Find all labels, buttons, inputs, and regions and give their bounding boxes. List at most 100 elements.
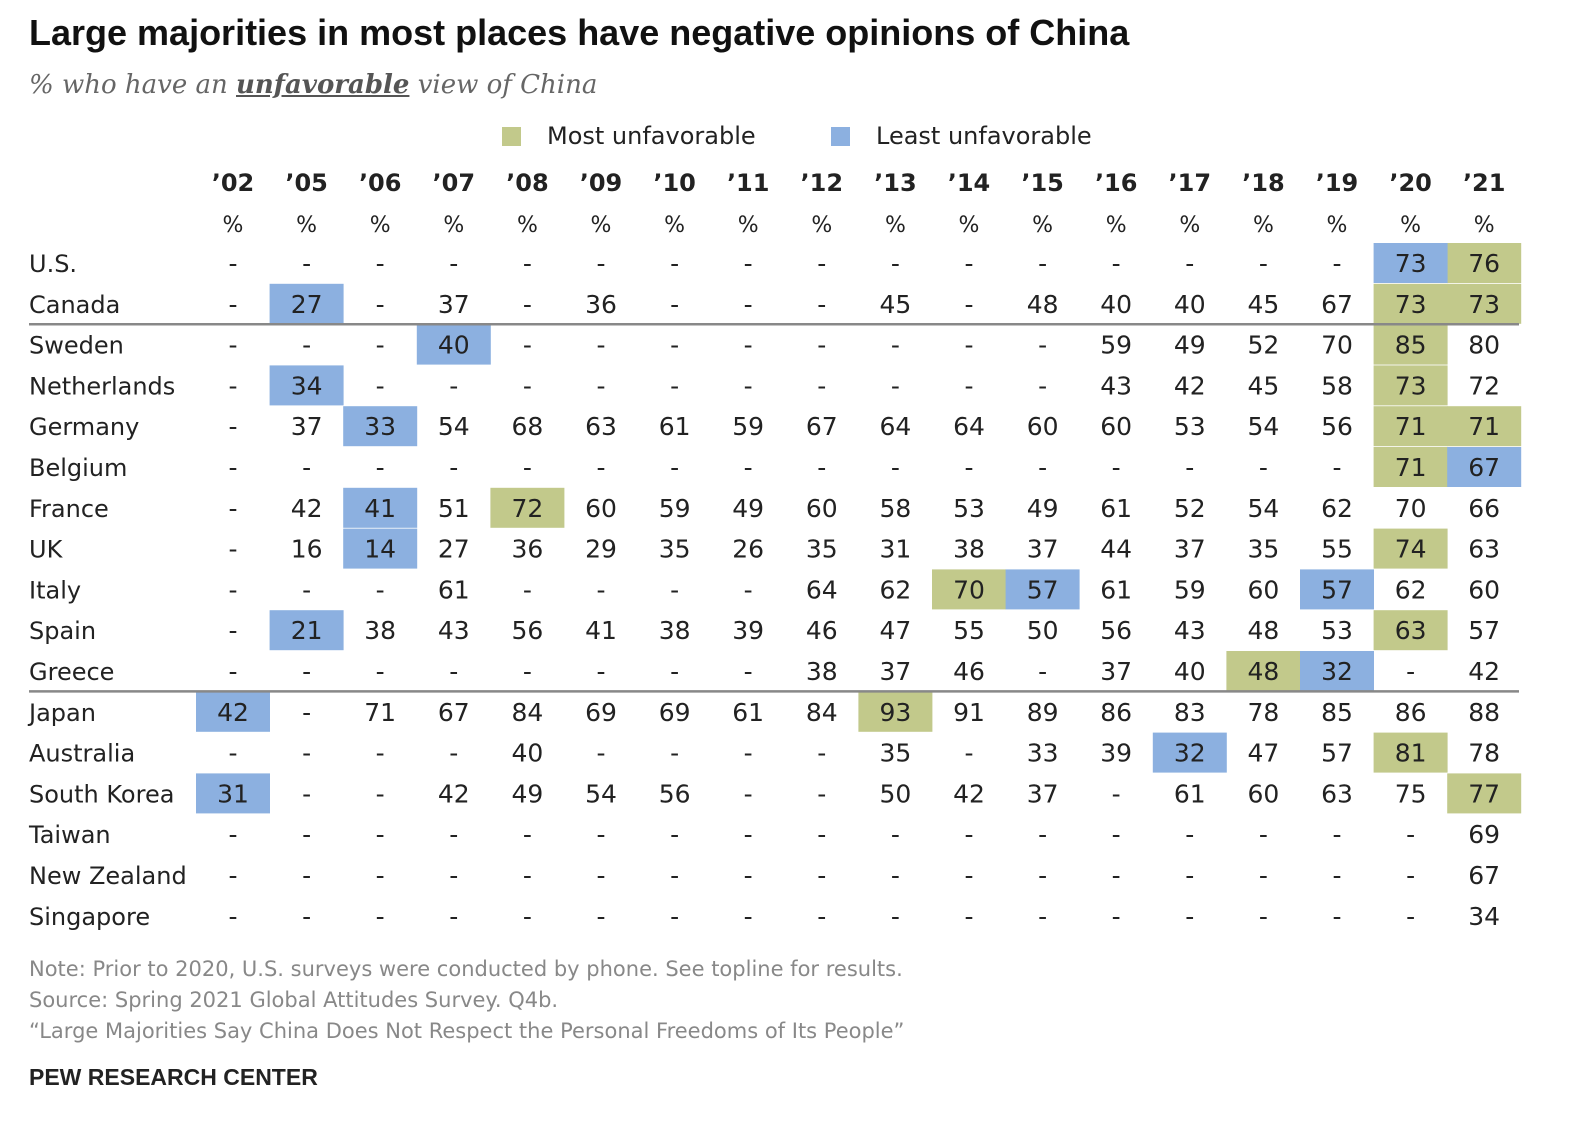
value-cell: 35 bbox=[879, 739, 911, 768]
value-cell: 29 bbox=[585, 535, 617, 564]
value-cell: - bbox=[449, 453, 458, 482]
value-cell: 42 bbox=[438, 779, 470, 808]
value-cell: 57 bbox=[1468, 616, 1500, 645]
value-cell: - bbox=[891, 902, 900, 931]
value-cell: - bbox=[1185, 249, 1194, 278]
value-cell: - bbox=[964, 453, 973, 482]
value-cell: - bbox=[376, 371, 385, 400]
value-cell: - bbox=[596, 371, 605, 400]
value-cell: - bbox=[891, 249, 900, 278]
year-header: ’14 bbox=[948, 169, 991, 197]
year-header: ’19 bbox=[1316, 169, 1359, 197]
legend-least-swatch bbox=[831, 126, 850, 146]
value-cell: 52 bbox=[1247, 331, 1279, 360]
chart-subtitle: % who have an unfavorable view of China bbox=[29, 70, 597, 100]
value-cell: 61 bbox=[1100, 575, 1132, 604]
value-cell: 53 bbox=[1321, 616, 1353, 645]
value-cell: - bbox=[302, 820, 311, 849]
value-cell: 49 bbox=[1174, 331, 1206, 360]
year-header: ’07 bbox=[433, 169, 476, 197]
value-cell: 55 bbox=[953, 616, 985, 645]
value-cell: - bbox=[964, 902, 973, 931]
value-cell: - bbox=[1112, 779, 1121, 808]
value-cell: 53 bbox=[1174, 412, 1206, 441]
value-cell: 42 bbox=[291, 494, 323, 523]
value-cell: - bbox=[1406, 902, 1415, 931]
value-cell: 35 bbox=[806, 535, 838, 564]
value-cell: - bbox=[670, 657, 679, 686]
unit-header: % bbox=[1327, 213, 1348, 238]
value-cell: 35 bbox=[659, 535, 691, 564]
value-cell: - bbox=[523, 249, 532, 278]
country-label: UK bbox=[29, 536, 64, 564]
value-cell: - bbox=[744, 453, 753, 482]
unit-header: % bbox=[223, 213, 244, 238]
value-cell: - bbox=[964, 739, 973, 768]
value-cell: - bbox=[670, 739, 679, 768]
highlight-least-cell bbox=[269, 610, 344, 651]
value-cell: 60 bbox=[1247, 779, 1279, 808]
value-cell: 51 bbox=[438, 494, 470, 523]
highlight-most-cell bbox=[1226, 651, 1301, 691]
value-cell: - bbox=[228, 575, 237, 604]
value-cell: 14 bbox=[364, 535, 396, 564]
value-cell: 37 bbox=[438, 290, 470, 319]
highlight-most-cell bbox=[1373, 447, 1448, 487]
country-label: Japan bbox=[27, 699, 96, 727]
value-cell: 16 bbox=[291, 535, 323, 564]
value-cell: 33 bbox=[364, 412, 396, 441]
value-cell: 54 bbox=[1247, 412, 1279, 441]
value-cell: - bbox=[670, 902, 679, 931]
highlight-most-cell bbox=[1373, 324, 1448, 365]
country-label: Belgium bbox=[29, 454, 127, 482]
value-cell: 86 bbox=[1395, 698, 1427, 727]
value-cell: - bbox=[744, 331, 753, 360]
unit-header: % bbox=[1474, 213, 1495, 238]
value-cell: 42 bbox=[1174, 371, 1206, 400]
value-cell: 63 bbox=[585, 412, 617, 441]
value-cell: - bbox=[817, 453, 826, 482]
highlight-most-cell bbox=[1373, 283, 1448, 324]
value-cell: - bbox=[449, 371, 458, 400]
value-cell: - bbox=[228, 820, 237, 849]
value-cell: 59 bbox=[1174, 575, 1206, 604]
value-cell: - bbox=[744, 820, 753, 849]
value-cell: 66 bbox=[1468, 494, 1500, 523]
value-cell: - bbox=[228, 453, 237, 482]
value-cell: 56 bbox=[1321, 412, 1353, 441]
value-cell: - bbox=[1112, 902, 1121, 931]
value-cell: 37 bbox=[879, 657, 911, 686]
value-cell: 63 bbox=[1468, 535, 1500, 564]
country-label: Greece bbox=[29, 658, 114, 686]
value-cell: - bbox=[1259, 820, 1268, 849]
value-cell: - bbox=[596, 657, 605, 686]
value-cell: - bbox=[1038, 331, 1047, 360]
value-cell: 62 bbox=[1321, 494, 1353, 523]
highlight-least-cell bbox=[196, 773, 270, 814]
value-cell: 59 bbox=[732, 412, 764, 441]
value-cell: 88 bbox=[1468, 698, 1500, 727]
value-cell: - bbox=[670, 331, 679, 360]
value-cell: 62 bbox=[879, 575, 911, 604]
value-cell: - bbox=[817, 902, 826, 931]
highlight-least-cell bbox=[343, 528, 418, 569]
value-cell: - bbox=[596, 861, 605, 890]
value-cell: - bbox=[376, 902, 385, 931]
value-cell: 37 bbox=[1100, 657, 1132, 686]
value-cell: 54 bbox=[1247, 494, 1279, 523]
value-cell: - bbox=[1112, 861, 1121, 890]
value-cell: 91 bbox=[953, 698, 985, 727]
value-cell: 48 bbox=[1027, 290, 1059, 319]
value-cell: - bbox=[228, 494, 237, 523]
value-cell: 76 bbox=[1468, 249, 1500, 278]
value-cell: - bbox=[1332, 902, 1341, 931]
value-cell: - bbox=[964, 371, 973, 400]
value-cell: - bbox=[302, 698, 311, 727]
value-cell: 48 bbox=[1247, 616, 1279, 645]
value-cell: 64 bbox=[953, 412, 985, 441]
year-header: ’13 bbox=[874, 169, 917, 197]
value-cell: 43 bbox=[1174, 616, 1206, 645]
value-cell: 60 bbox=[1468, 575, 1500, 604]
value-cell: 45 bbox=[879, 290, 911, 319]
value-cell: 52 bbox=[1174, 494, 1206, 523]
